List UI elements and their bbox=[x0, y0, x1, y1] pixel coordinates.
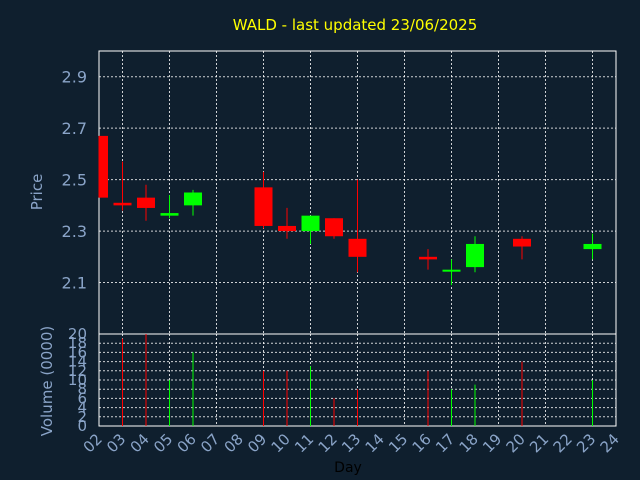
candle-body bbox=[301, 215, 320, 232]
price-y-tick-label: 2.1 bbox=[62, 274, 87, 293]
x-tick-label: 23 bbox=[573, 430, 599, 456]
x-tick-label: 21 bbox=[526, 430, 552, 456]
volume-axis-label: Volume (0000) bbox=[38, 326, 56, 436]
volume-y-tick-label: 18 bbox=[68, 334, 87, 352]
volume-bars bbox=[122, 334, 593, 426]
chart-title: WALD - last updated 23/06/2025 bbox=[233, 16, 478, 34]
volume-y-tick-label: 20 bbox=[68, 325, 87, 343]
candles bbox=[98, 135, 602, 286]
candle-body bbox=[325, 218, 343, 237]
price-y-tick-label: 2.5 bbox=[62, 171, 87, 190]
x-tick-label: 10 bbox=[268, 430, 294, 456]
candle-body bbox=[278, 225, 296, 232]
x-tick-label: 03 bbox=[103, 430, 129, 456]
volume-y-tick-label: 10 bbox=[68, 371, 87, 389]
candle-body bbox=[466, 243, 484, 268]
volume-y-tick-label: 14 bbox=[68, 353, 87, 371]
candle-body bbox=[442, 269, 461, 272]
candle-body bbox=[113, 202, 132, 206]
x-tick-label: 06 bbox=[174, 430, 200, 456]
price-y-tick-label: 2.3 bbox=[62, 222, 87, 241]
x-tick-label: 09 bbox=[244, 430, 270, 456]
x-ticks: 0203040506070809101112131415161718192021… bbox=[80, 430, 623, 456]
candle-body bbox=[513, 238, 531, 247]
x-tick-label: 16 bbox=[409, 430, 435, 456]
x-tick-label: 15 bbox=[385, 430, 411, 456]
price-y-tick-label: 2.7 bbox=[62, 119, 87, 138]
volume-y-tick-label: 4 bbox=[77, 399, 87, 417]
x-tick-label: 07 bbox=[197, 430, 223, 456]
volume-y-tick-label: 6 bbox=[77, 389, 87, 407]
price-axis-label: Price bbox=[28, 174, 46, 211]
x-tick-label: 11 bbox=[291, 430, 317, 456]
x-tick-label: 13 bbox=[338, 430, 364, 456]
x-tick-label: 20 bbox=[503, 430, 529, 456]
candle-body bbox=[137, 197, 155, 208]
x-tick-label: 12 bbox=[315, 430, 341, 456]
candle-body bbox=[99, 135, 108, 198]
candle-body bbox=[348, 238, 367, 257]
price-y-ticks: 2.1 2.3 2.5 2.7 2.9 bbox=[62, 68, 87, 293]
candle-body bbox=[583, 243, 602, 250]
candle-body bbox=[160, 213, 179, 216]
volume-y-tick-label: 8 bbox=[77, 380, 87, 398]
x-tick-label: 14 bbox=[362, 430, 388, 456]
x-tick-label: 08 bbox=[221, 430, 247, 456]
x-tick-label: 04 bbox=[127, 430, 153, 456]
volume-y-tick-label: 12 bbox=[68, 362, 87, 380]
x-tick-label: 18 bbox=[456, 430, 482, 456]
candle-body bbox=[419, 256, 437, 260]
volume-y-tick-label: 16 bbox=[68, 343, 87, 361]
candle-body bbox=[254, 187, 273, 226]
x-tick-label: 19 bbox=[479, 430, 505, 456]
x-tick-label: 05 bbox=[150, 430, 176, 456]
x-tick-label: 22 bbox=[550, 430, 576, 456]
volume-y-tick-label: 0 bbox=[77, 417, 87, 435]
price-y-tick-label: 2.9 bbox=[62, 68, 87, 87]
x-axis-label: Day bbox=[334, 460, 362, 476]
x-tick-label: 17 bbox=[432, 430, 458, 456]
x-tick-label: 24 bbox=[597, 430, 623, 456]
candle-body bbox=[184, 192, 202, 206]
volume-y-tick-label: 2 bbox=[77, 408, 87, 426]
